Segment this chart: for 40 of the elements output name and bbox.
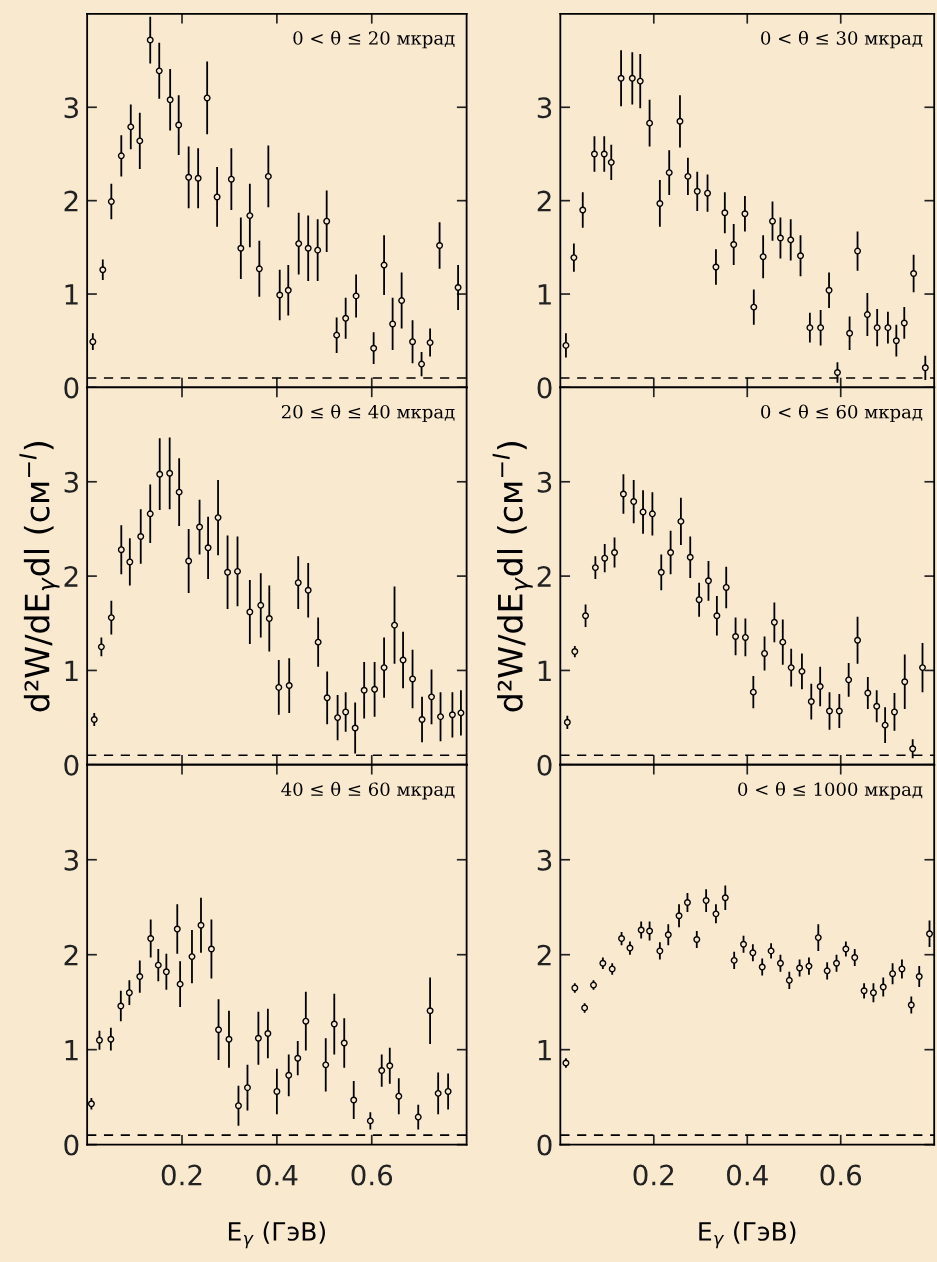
- y-tick-label: 2: [64, 566, 78, 587]
- y-tick-label: 0: [64, 1134, 79, 1156]
- y-tick-label: 0: [64, 377, 79, 399]
- x-axis-title: E$_{γ}$ (ГэВ): [699, 1221, 796, 1249]
- y-tick-label: 3: [537, 471, 552, 493]
- y-tick-label: 1: [538, 284, 551, 305]
- text: 0 < θ ≤ 1000 мкрад: [738, 781, 923, 800]
- y-tick-label: 2: [64, 190, 78, 212]
- y-tick-label: 3: [64, 97, 78, 119]
- y-tick-label: 0: [537, 754, 552, 776]
- y-tick-label: 0: [64, 754, 79, 776]
- y-axis-title: d²W/dE$_{γ}$dl (см$^{−I}$): [492, 442, 533, 712]
- y-tick-label: 1: [538, 1039, 551, 1061]
- y-tick-label: 0: [537, 1134, 552, 1156]
- x-tick-label: 0.4: [256, 1164, 298, 1186]
- y-tick-label: 1: [65, 660, 78, 681]
- y-tick-label: 3: [64, 471, 78, 493]
- text: 20 ≤ θ ≤ 40 мкрад: [281, 404, 455, 423]
- y-tick-label: 3: [537, 97, 552, 119]
- text: 40 ≤ θ ≤ 60 мкрад: [281, 781, 455, 800]
- y-tick-label: 1: [538, 660, 551, 681]
- y-tick-label: 2: [64, 944, 78, 966]
- y-tick-label: 1: [65, 284, 78, 305]
- x-tick-label: 0.2: [161, 1164, 202, 1186]
- x-tick-label: 0.6: [820, 1164, 862, 1186]
- x-axis-title: E$_{γ}$ (ГэВ): [228, 1221, 326, 1249]
- text: 0 < θ ≤ 20 мкрад: [293, 30, 455, 49]
- y-tick-label: 2: [537, 566, 551, 587]
- x-tick-label: 0.4: [727, 1164, 768, 1186]
- y-axis-title: d²W/dE$_{γ}$dl (см$^{−I}$): [19, 442, 60, 712]
- y-tick-label: 3: [537, 849, 552, 871]
- y-tick-label: 1: [65, 1039, 78, 1061]
- y-tick-label: 3: [64, 849, 78, 871]
- y-tick-label: 0: [537, 377, 552, 399]
- y-tick-label: 2: [537, 944, 551, 966]
- text: 0 < θ ≤ 30 мкрад: [761, 30, 923, 49]
- text: 0 < θ ≤ 60 мкрад: [761, 404, 923, 423]
- x-tick-label: 0.2: [633, 1164, 674, 1186]
- x-tick-label: 0.6: [351, 1164, 393, 1186]
- y-tick-label: 2: [537, 190, 551, 212]
